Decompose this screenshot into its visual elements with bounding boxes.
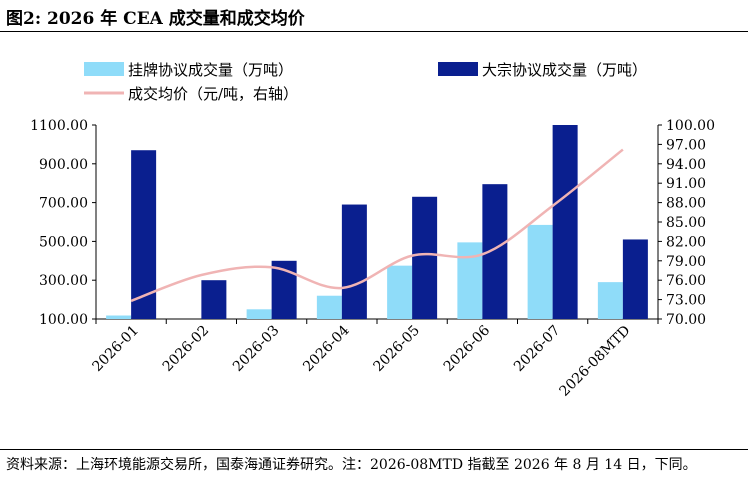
y-right-tick-label: 70.00 <box>666 312 706 328</box>
legend-swatch-block <box>438 62 478 76</box>
y-left-tick-label: 500.00 <box>39 234 88 250</box>
bar-listed-volume <box>457 242 483 319</box>
y-right-tick-label: 73.00 <box>666 293 706 309</box>
bar-listed-volume <box>527 224 553 319</box>
x-tick-label: 2026-01 <box>89 323 141 375</box>
y-right-tick-label: 85.00 <box>666 215 706 231</box>
bar-listed-volume <box>597 282 623 319</box>
y-right-tick-label: 88.00 <box>666 196 706 212</box>
bar-block-volume <box>201 280 227 319</box>
legend-label-listed: 挂牌协议成交量（万吨） <box>128 61 293 79</box>
y-right-tick-label: 76.00 <box>666 273 706 289</box>
y-left-tick-label: 300.00 <box>39 273 88 289</box>
y-left-tick-label: 900.00 <box>39 157 88 173</box>
x-tick-label: 2026-07 <box>511 323 563 375</box>
bar-listed-volume <box>387 265 413 319</box>
legend: 挂牌协议成交量（万吨） 大宗协议成交量（万吨） 成交均价（元/吨，右轴） <box>84 61 647 103</box>
bars <box>106 125 648 319</box>
legend-label-price: 成交均价（元/吨，右轴） <box>128 85 298 103</box>
bar-listed-volume <box>246 309 272 319</box>
price-line-group <box>130 148 624 303</box>
source-note: 资料来源：上海环境能源交易所，国泰海通证券研究。注：2026-08MTD 指截至… <box>6 457 697 473</box>
price-line <box>130 148 624 303</box>
bar-listed-volume <box>316 295 342 319</box>
bar-listed-volume <box>106 315 132 319</box>
bar-block-volume <box>341 204 367 319</box>
top-rule <box>0 31 748 32</box>
legend-swatch-listed <box>84 62 124 76</box>
y-right-tick-label: 94.00 <box>666 157 706 173</box>
y-left-tick-label: 1100.00 <box>30 118 88 134</box>
y-left-tick-label: 100.00 <box>39 312 88 328</box>
x-tick-label: 2026-04 <box>300 322 353 375</box>
x-tick-label: 2026-08MTD <box>557 323 634 400</box>
axes: 1100.00 900.00 700.00 500.00 300.00 100.00 100… <box>30 118 715 328</box>
y-left-tick-label: 700.00 <box>39 196 88 212</box>
y-right-tick-label: 91.00 <box>666 176 706 192</box>
bar-block-volume <box>131 150 157 319</box>
bar-block-volume <box>622 239 648 319</box>
bottom-rule <box>0 449 748 450</box>
x-tick-labels: 2026-01 2026-02 2026-03 2026-04 2026-05 2026-… <box>89 322 633 399</box>
x-tick-label: 2026-02 <box>160 323 212 375</box>
legend-label-block: 大宗协议成交量（万吨） <box>482 61 647 79</box>
x-tick-label: 2026-03 <box>230 323 282 375</box>
bar-block-volume <box>412 196 438 319</box>
y-right-tick-label: 79.00 <box>666 254 706 270</box>
x-tick-label: 2026-06 <box>441 322 494 375</box>
x-tick-label: 2026-05 <box>370 323 422 375</box>
chart: 挂牌协议成交量（万吨） 大宗协议成交量（万吨） 成交均价（元/吨，右轴） 1100.… <box>30 61 715 400</box>
figure-title: 图2: 2026 年 CEA 成交量和成交均价 <box>6 9 305 29</box>
bar-block-volume <box>552 125 578 319</box>
y-right-tick-label: 97.00 <box>666 137 706 153</box>
y-right-tick-label: 82.00 <box>666 234 706 250</box>
y-right-tick-label: 100.00 <box>666 118 715 134</box>
